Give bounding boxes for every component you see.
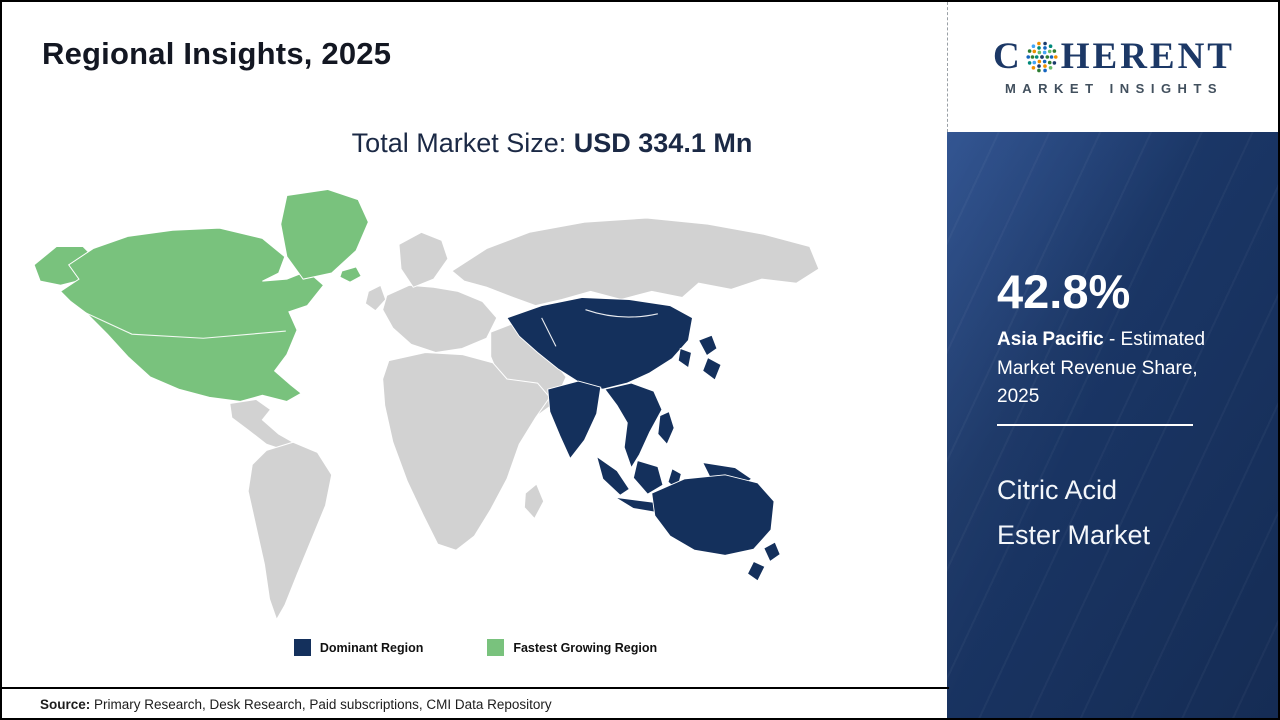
region-north-america: [59, 227, 325, 402]
total-market-size: Total Market Size: USD 334.1 Mn: [162, 128, 942, 159]
country-border-line-central-asia: [541, 317, 557, 347]
region-new-zealand-north: [763, 541, 781, 563]
fastest-growing-region-label: Fastest Growing Region: [513, 640, 658, 655]
brand-tagline: MARKET INSIGHTS: [1004, 81, 1224, 96]
region-europe: [382, 284, 498, 354]
region-sumatra: [595, 455, 630, 496]
region-australia: [651, 474, 775, 556]
revenue-share-value: 42.8%: [997, 265, 1131, 318]
legend-item-dominant: Dominant Region: [293, 639, 424, 656]
page-title: Regional Insights, 2025: [42, 36, 392, 71]
region-india: [547, 380, 602, 460]
region-japan-north: [697, 334, 718, 357]
market-name: Citric Acid Ester Market: [997, 468, 1150, 559]
dominant-region-swatch: [293, 639, 311, 656]
region-borneo: [632, 459, 664, 495]
region-philippines: [657, 411, 675, 446]
region-south-america: [247, 441, 333, 621]
market-name-line1: Citric Acid: [997, 475, 1118, 505]
brand-logo: C HERENT MARKET INSIGHTS: [947, 2, 1278, 132]
revenue-share-description: Asia Pacific - Estimated Market Revenue …: [997, 326, 1233, 412]
country-border-line-us-canada: [78, 309, 286, 339]
market-name-line2: Ester Market: [997, 520, 1151, 551]
region-new-zealand-south: [746, 560, 766, 582]
dotted-globe-icon: [1026, 41, 1058, 72]
region-africa: [382, 352, 551, 551]
brand-wordmark: C HERENT: [993, 38, 1235, 75]
total-market-size-label: Total Market Size:: [351, 128, 567, 158]
source-text: Primary Research, Desk Research, Paid su…: [90, 697, 552, 712]
region-china-central-asia: [506, 297, 694, 390]
region-mexico-central-america: [229, 398, 294, 451]
map-legend: Dominant Region Fastest Growing Region: [2, 639, 949, 656]
region-iceland: [339, 266, 362, 283]
region-russia: [451, 217, 820, 307]
world-map-svg: [33, 188, 820, 621]
insight-sidebar: 42.8% Asia Pacific - Estimated Market Re…: [947, 132, 1278, 718]
fastest-growing-region-swatch: [487, 639, 505, 656]
revenue-share-region: Asia Pacific: [997, 329, 1104, 350]
region-madagascar: [523, 483, 545, 520]
region-uk: [364, 284, 387, 312]
region-korea: [677, 347, 693, 369]
region-scandinavia: [398, 231, 449, 288]
world-map: [30, 182, 825, 627]
region-japan-south: [702, 356, 722, 381]
brand-letter-c: C: [993, 36, 1023, 77]
region-greenland: [280, 188, 369, 280]
total-market-size-value: USD 334.1 Mn: [573, 128, 753, 158]
source-label: Source:: [40, 697, 91, 712]
legend-item-fastest: Fastest Growing Region: [487, 639, 657, 656]
country-border-line-mongolia: [585, 309, 658, 318]
footer-divider: [2, 687, 949, 689]
region-southeast-asia: [604, 382, 663, 469]
source-line: Source: Primary Research, Desk Research,…: [40, 697, 552, 712]
revenue-share-text: - Estimated Market Revenue Share, 2025: [997, 329, 1206, 407]
sidebar-divider: [997, 424, 1193, 426]
brand-letters-rest: HERENT: [1060, 36, 1235, 77]
dominant-region-label: Dominant Region: [319, 640, 424, 655]
